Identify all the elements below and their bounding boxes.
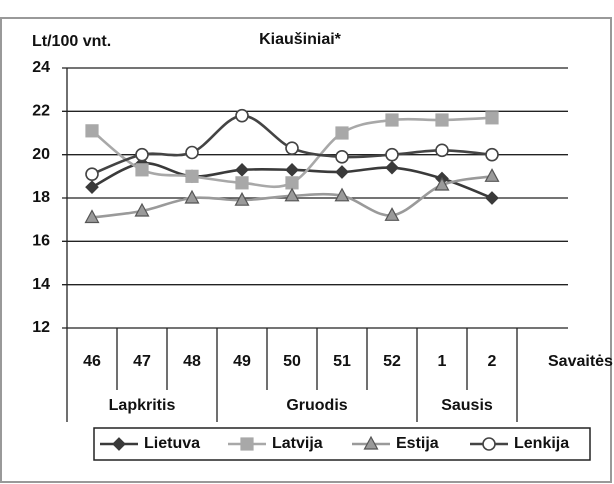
group-label: Lapkritis (109, 397, 176, 414)
x-tick-label: 47 (133, 353, 151, 370)
data-point (385, 113, 399, 127)
data-point (185, 145, 199, 160)
legend-marker (112, 437, 126, 451)
data-point (85, 167, 99, 181)
data-point (285, 176, 299, 190)
data-point (335, 165, 349, 179)
data-point (335, 150, 349, 164)
group-label: Sausis (441, 397, 493, 414)
y-tick-label: 20 (32, 146, 50, 163)
x-tick-label: 46 (83, 353, 101, 370)
data-point (235, 176, 249, 190)
data-point (135, 163, 149, 177)
data-point (134, 202, 150, 217)
data-point (234, 191, 250, 206)
data-point (385, 147, 399, 162)
data-point (85, 124, 99, 138)
legend-label: Latvija (272, 435, 323, 452)
x-tick-label: 52 (383, 353, 401, 370)
data-point (485, 191, 499, 205)
x-tick-label: 50 (283, 353, 301, 370)
data-point (135, 147, 149, 162)
y-tick-label: 24 (32, 59, 50, 76)
data-point (435, 113, 449, 127)
data-point (84, 209, 100, 224)
legend-marker (240, 437, 254, 451)
data-point (435, 143, 449, 158)
data-point (184, 189, 200, 204)
data-point (235, 108, 249, 123)
y-tick-label: 12 (32, 319, 50, 336)
data-point (285, 141, 299, 155)
x-tick-label: 2 (488, 353, 497, 370)
data-point (384, 207, 400, 221)
legend-marker (363, 435, 379, 450)
x-tick-label: 51 (333, 353, 351, 370)
data-point (85, 180, 99, 195)
data-point (335, 126, 349, 140)
frame (0, 17, 612, 483)
y-axis-label: Lt/100 vnt. (32, 33, 111, 50)
x-tick-label: 1 (438, 353, 447, 370)
data-point (285, 162, 299, 177)
chart-title: Kiaušiniai* (259, 31, 342, 48)
legend-label: Lietuva (144, 435, 200, 452)
x-tick-label: 48 (183, 353, 201, 370)
data-point (185, 169, 199, 183)
data-point (385, 160, 399, 175)
data-point (284, 187, 300, 202)
y-tick-label: 22 (32, 103, 50, 120)
legend-label: Lenkija (514, 435, 569, 452)
data-point (485, 111, 499, 125)
data-point (485, 147, 499, 162)
group-label: Gruodis (286, 397, 347, 414)
x-tick-label: 49 (233, 353, 251, 370)
x-axis-label: Savaitės (548, 353, 613, 370)
legend-label: Estija (396, 435, 439, 452)
data-point (235, 162, 249, 177)
y-tick-label: 18 (32, 189, 50, 206)
y-tick-label: 14 (32, 276, 50, 293)
data-point (334, 187, 350, 202)
data-point (434, 176, 450, 191)
data-point (484, 168, 500, 182)
legend-marker (482, 437, 496, 451)
y-tick-label: 16 (32, 233, 50, 250)
